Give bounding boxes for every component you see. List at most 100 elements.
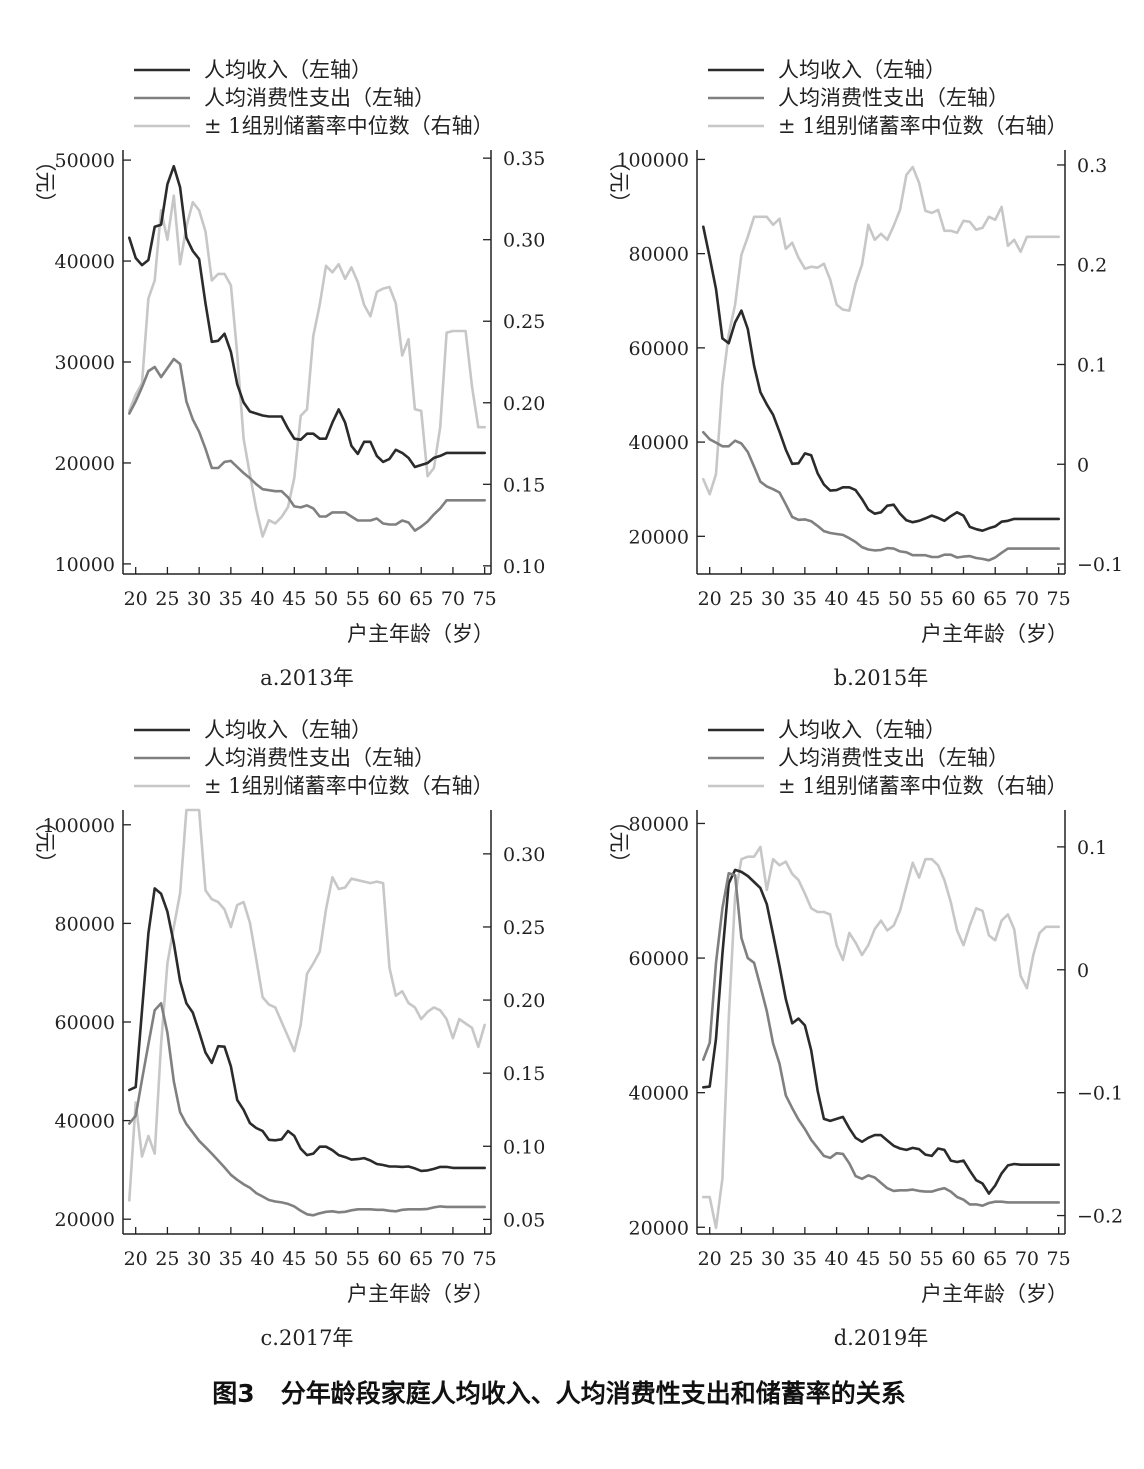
series-line-2 xyxy=(702,872,1061,1208)
chart-panel-4: 人均收入（左轴） 人均消费性支出（左轴） ± 1组别储蓄率中位数（右轴） 20000 4… xyxy=(607,718,1123,1350)
x-tick-label: 65 xyxy=(409,1248,433,1270)
x-tick-label: 45 xyxy=(856,1248,880,1270)
chart-panel-2: 人均收入（左轴） 人均消费性支出（左轴） ± 1组别储蓄率中位数（右轴） 20000 4… xyxy=(607,58,1123,690)
x-tick-label: 35 xyxy=(793,1248,817,1270)
x-tick-label: 35 xyxy=(219,1248,243,1270)
x-tick-label: 30 xyxy=(761,588,785,610)
x-tick-label: 40 xyxy=(250,1248,274,1270)
legend-label: ± 1组别储蓄率中位数（右轴） xyxy=(778,114,1068,138)
left-tick-label: 40000 xyxy=(55,1111,115,1133)
right-tick-label: 0.30 xyxy=(503,230,545,252)
x-axis-title: 户主年龄（岁） xyxy=(921,1282,1068,1306)
legend: 人均收入（左轴） 人均消费性支出（左轴） ± 1组别储蓄率中位数（右轴） xyxy=(708,718,1068,798)
right-tick-label: 0.1 xyxy=(1077,837,1107,859)
axes: 20000 40000 60000 80000 100000 0.05 0.10 0.15 0.… xyxy=(33,810,545,1306)
series-line-3 xyxy=(128,194,487,538)
figure-caption: 图3 分年龄段家庭人均收入、人均消费性支出和储蓄率的关系 xyxy=(0,1374,1144,1410)
x-tick-label: 75 xyxy=(473,588,497,610)
x-tick-label: 60 xyxy=(377,1248,401,1270)
legend: 人均收入（左轴） 人均消费性支出（左轴） ± 1组别储蓄率中位数（右轴） xyxy=(134,718,494,798)
left-tick-label: 60000 xyxy=(629,948,689,970)
x-tick-label: 55 xyxy=(920,1248,944,1270)
x-tick-label: 65 xyxy=(983,588,1007,610)
x-tick-label: 60 xyxy=(377,588,401,610)
right-tick-label: 0 xyxy=(1077,960,1089,982)
legend: 人均收入（左轴） 人均消费性支出（左轴） ± 1组别储蓄率中位数（右轴） xyxy=(708,58,1068,138)
x-tick-label: 60 xyxy=(951,1248,975,1270)
y-unit-label: （元） xyxy=(33,151,57,214)
left-tick-label: 100000 xyxy=(616,149,689,171)
legend-label: 人均消费性支出（左轴） xyxy=(778,86,1009,110)
series-line-3 xyxy=(702,845,1061,1230)
x-tick-label: 45 xyxy=(856,588,880,610)
x-tick-label: 70 xyxy=(441,1248,465,1270)
x-tick-label: 45 xyxy=(282,588,306,610)
left-tick-label: 20000 xyxy=(629,1217,689,1239)
right-tick-label: 0.30 xyxy=(503,844,545,866)
y-unit-label: （元） xyxy=(607,811,631,874)
series-line-1 xyxy=(128,164,487,469)
series-line-1 xyxy=(128,887,487,1173)
axes: 20000 40000 60000 80000 −0.2 −0.1 0 0.1 20 25 30 35… xyxy=(607,810,1123,1306)
left-tick-label: 100000 xyxy=(42,815,115,837)
x-tick-label: 25 xyxy=(729,588,753,610)
panel-caption: d.2019年 xyxy=(834,1326,929,1350)
series-line-2 xyxy=(128,357,487,532)
left-tick-label: 20000 xyxy=(55,1209,115,1231)
x-tick-label: 65 xyxy=(409,588,433,610)
left-tick-label: 30000 xyxy=(55,352,115,374)
series-line-1 xyxy=(702,868,1061,1195)
x-tick-label: 25 xyxy=(729,1248,753,1270)
x-tick-label: 40 xyxy=(250,588,274,610)
y-unit-label: （元） xyxy=(33,811,57,874)
left-tick-label: 80000 xyxy=(629,244,689,266)
left-tick-label: 40000 xyxy=(55,251,115,273)
right-tick-label: 0.25 xyxy=(503,311,545,333)
axes: 20000 40000 60000 80000 100000 −0.1 0 0.1 0.2 0.3… xyxy=(607,149,1123,646)
legend-label: 人均消费性支出（左轴） xyxy=(204,86,435,110)
x-tick-label: 40 xyxy=(824,1248,848,1270)
left-tick-label: 80000 xyxy=(629,813,689,835)
panel-caption: b.2015年 xyxy=(834,666,929,690)
x-tick-label: 60 xyxy=(951,588,975,610)
x-tick-label: 70 xyxy=(1015,1248,1039,1270)
x-tick-label: 20 xyxy=(124,588,148,610)
right-tick-label: 0.05 xyxy=(503,1209,545,1231)
legend-label: 人均消费性支出（左轴） xyxy=(204,746,435,770)
left-tick-label: 80000 xyxy=(55,913,115,935)
legend-label: ± 1组别储蓄率中位数（右轴） xyxy=(778,774,1068,798)
x-tick-label: 65 xyxy=(983,1248,1007,1270)
x-tick-label: 50 xyxy=(888,588,912,610)
right-tick-label: −0.1 xyxy=(1077,554,1123,576)
x-tick-label: 20 xyxy=(698,588,722,610)
x-tick-label: 55 xyxy=(346,588,370,610)
series-line-2 xyxy=(702,430,1061,562)
x-tick-label: 25 xyxy=(155,1248,179,1270)
left-tick-label: 60000 xyxy=(629,338,689,360)
right-tick-label: 0.35 xyxy=(503,148,545,170)
axes: 10000 20000 30000 40000 50000 0.10 0.15 0.20 0.2… xyxy=(33,148,545,646)
legend-label: 人均收入（左轴） xyxy=(778,58,946,82)
figure-title: 分年龄段家庭人均收入、人均消费性支出和储蓄率的关系 xyxy=(280,1379,906,1408)
series-line-3 xyxy=(128,808,487,1202)
x-tick-label: 45 xyxy=(282,1248,306,1270)
panel-caption: a.2013年 xyxy=(260,666,354,690)
right-tick-label: −0.1 xyxy=(1077,1083,1123,1105)
x-tick-label: 30 xyxy=(761,1248,785,1270)
x-tick-label: 35 xyxy=(219,588,243,610)
legend-label: 人均收入（左轴） xyxy=(204,718,372,742)
legend-label: ± 1组别储蓄率中位数（右轴） xyxy=(204,114,494,138)
left-tick-label: 20000 xyxy=(629,526,689,548)
x-axis-title: 户主年龄（岁） xyxy=(347,1282,494,1306)
left-tick-label: 40000 xyxy=(629,432,689,454)
left-tick-label: 40000 xyxy=(629,1083,689,1105)
x-tick-label: 40 xyxy=(824,588,848,610)
right-tick-label: 0.15 xyxy=(503,474,545,496)
x-tick-label: 50 xyxy=(314,588,338,610)
legend: 人均收入（左轴） 人均消费性支出（左轴） ± 1组别储蓄率中位数（右轴） xyxy=(134,58,494,138)
right-tick-label: 0 xyxy=(1077,454,1089,476)
figure-canvas: 人均收入（左轴） 人均消费性支出（左轴） ± 1组别储蓄率中位数（右轴） 10000 2… xyxy=(33,58,1123,1350)
right-tick-label: −0.2 xyxy=(1077,1206,1123,1228)
x-axis-title: 户主年龄（岁） xyxy=(347,622,494,646)
legend-label: 人均收入（左轴） xyxy=(204,58,372,82)
